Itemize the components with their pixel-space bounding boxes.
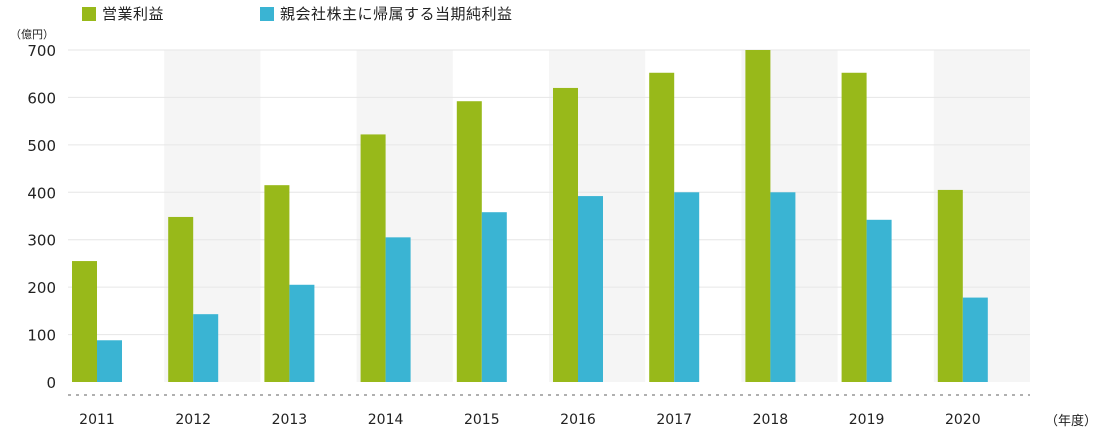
bar-net-income [481, 212, 507, 382]
bar-net-income [674, 192, 700, 382]
x-tick-label: 2013 [272, 412, 308, 428]
bar-operating-income [456, 101, 482, 383]
y-axis-unit-label: （億円） [10, 28, 54, 41]
bar-net-income [578, 196, 603, 382]
x-axis-unit-label: （年度） [1045, 414, 1098, 429]
x-tick-label: 2014 [368, 412, 404, 428]
x-tick-label: 2011 [79, 412, 115, 428]
bar-net-income [962, 297, 988, 382]
bar-operating-income [649, 72, 675, 382]
bar-operating-income [168, 216, 194, 382]
legend-swatch-net-income [260, 6, 274, 21]
x-tick-label: 2019 [849, 412, 885, 428]
bar-operating-income [745, 50, 771, 382]
bar-net-income [97, 340, 122, 382]
bar-operating-income [360, 134, 386, 382]
bar-operating-income [264, 185, 290, 382]
bar-net-income [866, 219, 892, 382]
legend: 営業利益 親会社株主に帰属する当期純利益 [0, 0, 1100, 30]
bar-net-income [385, 237, 411, 382]
legend-label-operating-income: 営業利益 [102, 5, 165, 23]
y-tick-label: 300 [27, 232, 56, 250]
y-tick-label: 0 [46, 374, 56, 392]
legend-item-net-income: 親会社株主に帰属する当期純利益 [260, 3, 513, 24]
bar-net-income [289, 284, 315, 382]
y-tick-label: 700 [27, 42, 56, 60]
x-tick-label: 2017 [656, 412, 692, 428]
y-tick-label: 400 [27, 184, 56, 202]
x-tick-label: 2020 [945, 412, 981, 428]
legend-label-net-income: 親会社株主に帰属する当期純利益 [280, 5, 513, 23]
y-tick-label: 600 [27, 89, 56, 107]
bar-operating-income [937, 189, 963, 382]
y-tick-label: 500 [27, 137, 56, 155]
x-tick-label: 2016 [560, 412, 596, 428]
legend-item-operating-income: 営業利益 [82, 3, 164, 24]
y-tick-label: 200 [27, 279, 56, 297]
bar-net-income [770, 192, 796, 382]
bar-operating-income [841, 72, 867, 382]
x-tick-label: 2018 [753, 412, 789, 428]
bar-net-income [193, 314, 219, 382]
x-tick-label: 2012 [175, 412, 211, 428]
bar-operating-income [553, 87, 578, 382]
legend-swatch-operating-income [82, 6, 96, 21]
x-tick-label: 2015 [464, 412, 500, 428]
y-tick-label: 100 [27, 327, 56, 345]
bar-operating-income [72, 261, 97, 382]
